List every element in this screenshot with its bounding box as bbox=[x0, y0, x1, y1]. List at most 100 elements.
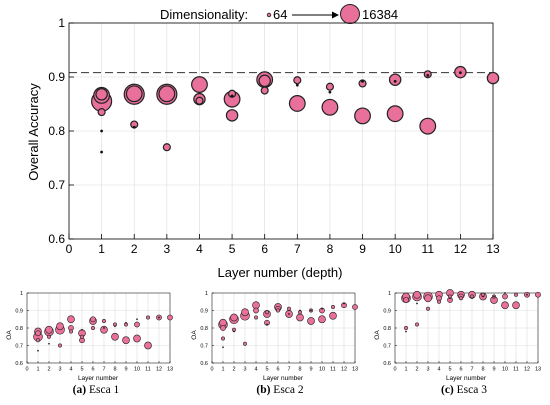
main-marker-dim-64 bbox=[132, 125, 136, 129]
esca2-marker-dim-256 bbox=[287, 306, 291, 311]
main-y-axis-label: Overall Accuracy bbox=[26, 83, 41, 181]
esca3-marker-dim-1024 bbox=[502, 293, 508, 300]
esca1-marker-dim-64 bbox=[103, 327, 105, 329]
main-marker-dim-64 bbox=[458, 71, 462, 75]
esca1-marker-dim-64 bbox=[81, 328, 83, 331]
esca2-x-tick-label: 1 bbox=[221, 367, 224, 373]
esca2-marker-dim-256 bbox=[265, 310, 269, 315]
main-marker-dim-4096 bbox=[191, 76, 208, 93]
esca3-x-tick-label: 7 bbox=[470, 367, 473, 373]
main-x-tick-label: 7 bbox=[294, 242, 301, 256]
esca3-marker-dim-64 bbox=[416, 302, 418, 305]
esca1-marker-dim-256 bbox=[47, 334, 51, 339]
esca1-x-axis-label: Layer number bbox=[78, 375, 119, 382]
esca3-y-tick-label: 1 bbox=[388, 291, 391, 297]
esca1-y-tick-label: 1 bbox=[20, 291, 23, 297]
esca1-marker-dim-1024 bbox=[134, 321, 140, 328]
legend-max-marker bbox=[340, 4, 360, 24]
esca2-caption-text: Esca 2 bbox=[273, 384, 304, 396]
esca3-x-tick-label: 13 bbox=[535, 367, 541, 373]
esca2-marker-dim-1024 bbox=[220, 325, 226, 331]
esca2-y-tick-label: 0.7 bbox=[200, 343, 208, 349]
esca2-x-tick-label: 5 bbox=[265, 367, 268, 373]
main-marker-dim-64 bbox=[295, 83, 299, 87]
esca2-x-tick-label: 7 bbox=[287, 367, 290, 373]
esca1-marker-dim-64 bbox=[114, 325, 116, 328]
main-marker-dim-64 bbox=[100, 150, 104, 154]
main-marker-dim-4096 bbox=[386, 105, 404, 123]
esca3-x-tick-label: 12 bbox=[524, 367, 530, 373]
main-x-tick-label: 5 bbox=[229, 242, 236, 256]
esca2-x-tick-label: 11 bbox=[330, 367, 336, 373]
main-marker-dim-256 bbox=[97, 108, 106, 117]
esca1-marker-dim-256 bbox=[58, 343, 62, 348]
main-marker-dim-1024 bbox=[388, 73, 402, 86]
esca3-x-tick-label: 9 bbox=[492, 367, 495, 373]
esca1-y-tick-label: 0.7 bbox=[15, 343, 23, 349]
esca1-x-tick-label: 1 bbox=[36, 367, 39, 373]
esca2-marker-dim-1024 bbox=[264, 319, 270, 326]
esca2-marker-dim-64 bbox=[233, 330, 235, 333]
main-marker-dim-256 bbox=[325, 82, 334, 91]
main-marker-dim-4096 bbox=[419, 117, 437, 135]
main-y-tick-label: 0.7 bbox=[48, 178, 65, 192]
esca3-marker-dim-256 bbox=[459, 296, 463, 301]
esca3-y-axis-label: OA bbox=[374, 330, 381, 340]
esca3-y-tick-label: 0.7 bbox=[383, 343, 391, 349]
main-x-tick-label: 8 bbox=[327, 242, 334, 256]
main-marker-dim-256 bbox=[260, 86, 269, 95]
main-marker-dim-4096 bbox=[288, 95, 306, 112]
main-marker-dim-256 bbox=[195, 96, 204, 105]
esca2-marker-dim-1024 bbox=[341, 302, 347, 309]
esca2-marker-dim-4096 bbox=[329, 311, 337, 320]
esca3-marker-dim-64 bbox=[482, 295, 484, 298]
main-marker-dim-64 bbox=[230, 94, 234, 98]
esca1-marker-dim-1024 bbox=[167, 314, 173, 321]
esca1-x-tick-label: 5 bbox=[80, 367, 83, 373]
esca3-marker-dim-4096 bbox=[501, 301, 509, 310]
esca2-marker-dim-1024 bbox=[319, 307, 325, 314]
esca1-marker-dim-4096 bbox=[56, 322, 64, 331]
esca2-caption: (b) Esca 2 bbox=[200, 384, 360, 396]
main-x-tick-label: 4 bbox=[196, 242, 203, 256]
esca2-marker-dim-4096 bbox=[241, 308, 249, 317]
main-marker-dim-64 bbox=[100, 129, 104, 133]
esca2-marker-dim-1024 bbox=[352, 304, 358, 310]
esca1-x-tick-label: 2 bbox=[47, 367, 50, 373]
legend-arrow-head bbox=[332, 11, 339, 19]
main-y-tick-label: 0.9 bbox=[48, 70, 65, 84]
esca3-x-tick-label: 2 bbox=[415, 367, 418, 373]
esca3-y-tick-label: 0.6 bbox=[383, 361, 391, 367]
esca1-marker-dim-256 bbox=[146, 315, 150, 320]
esca2-y-tick-label: 0.9 bbox=[200, 308, 208, 314]
esca1-caption-label: (a) bbox=[72, 384, 87, 396]
main-x-tick-label: 11 bbox=[422, 242, 435, 256]
esca3-marker-dim-256 bbox=[437, 299, 441, 304]
esca1-y-tick-label: 0.6 bbox=[15, 361, 23, 367]
esca1-x-tick-label: 12 bbox=[156, 367, 162, 373]
esca1-marker-dim-4096 bbox=[111, 332, 119, 341]
esca2-y-tick-label: 0.8 bbox=[200, 326, 208, 332]
main-marker-dim-1024 bbox=[486, 71, 500, 85]
esca3-x-tick-label: 3 bbox=[426, 367, 429, 373]
esca1-marker-dim-4096 bbox=[45, 325, 53, 334]
esca3-marker-dim-256 bbox=[426, 306, 430, 311]
esca1-marker-dim-4096 bbox=[100, 325, 108, 334]
esca3-y-tick-label: 0.8 bbox=[383, 326, 391, 332]
main-marker-dim-4096 bbox=[321, 98, 339, 116]
esca3-marker-dim-256 bbox=[514, 292, 518, 297]
main-marker-dim-4096 bbox=[354, 107, 371, 125]
esca3-x-tick-label: 10 bbox=[502, 367, 508, 373]
esca1-x-tick-label: 13 bbox=[167, 367, 173, 373]
esca2-marker-dim-256 bbox=[243, 341, 247, 346]
esca3-x-tick-label: 0 bbox=[393, 367, 396, 373]
main-y-tick-label: 0.8 bbox=[48, 124, 65, 138]
esca2-x-tick-label: 9 bbox=[309, 367, 312, 373]
esca3-marker-dim-64 bbox=[493, 295, 495, 298]
esca1-marker-dim-4096 bbox=[122, 336, 130, 345]
main-x-tick-label: 10 bbox=[388, 242, 402, 256]
esca3-caption: (c) Esca 3 bbox=[384, 384, 544, 396]
esca1-marker-dim-256 bbox=[69, 329, 73, 334]
legend-prefix: Dimensionality: bbox=[160, 7, 248, 22]
esca2-x-tick-label: 8 bbox=[298, 367, 301, 373]
